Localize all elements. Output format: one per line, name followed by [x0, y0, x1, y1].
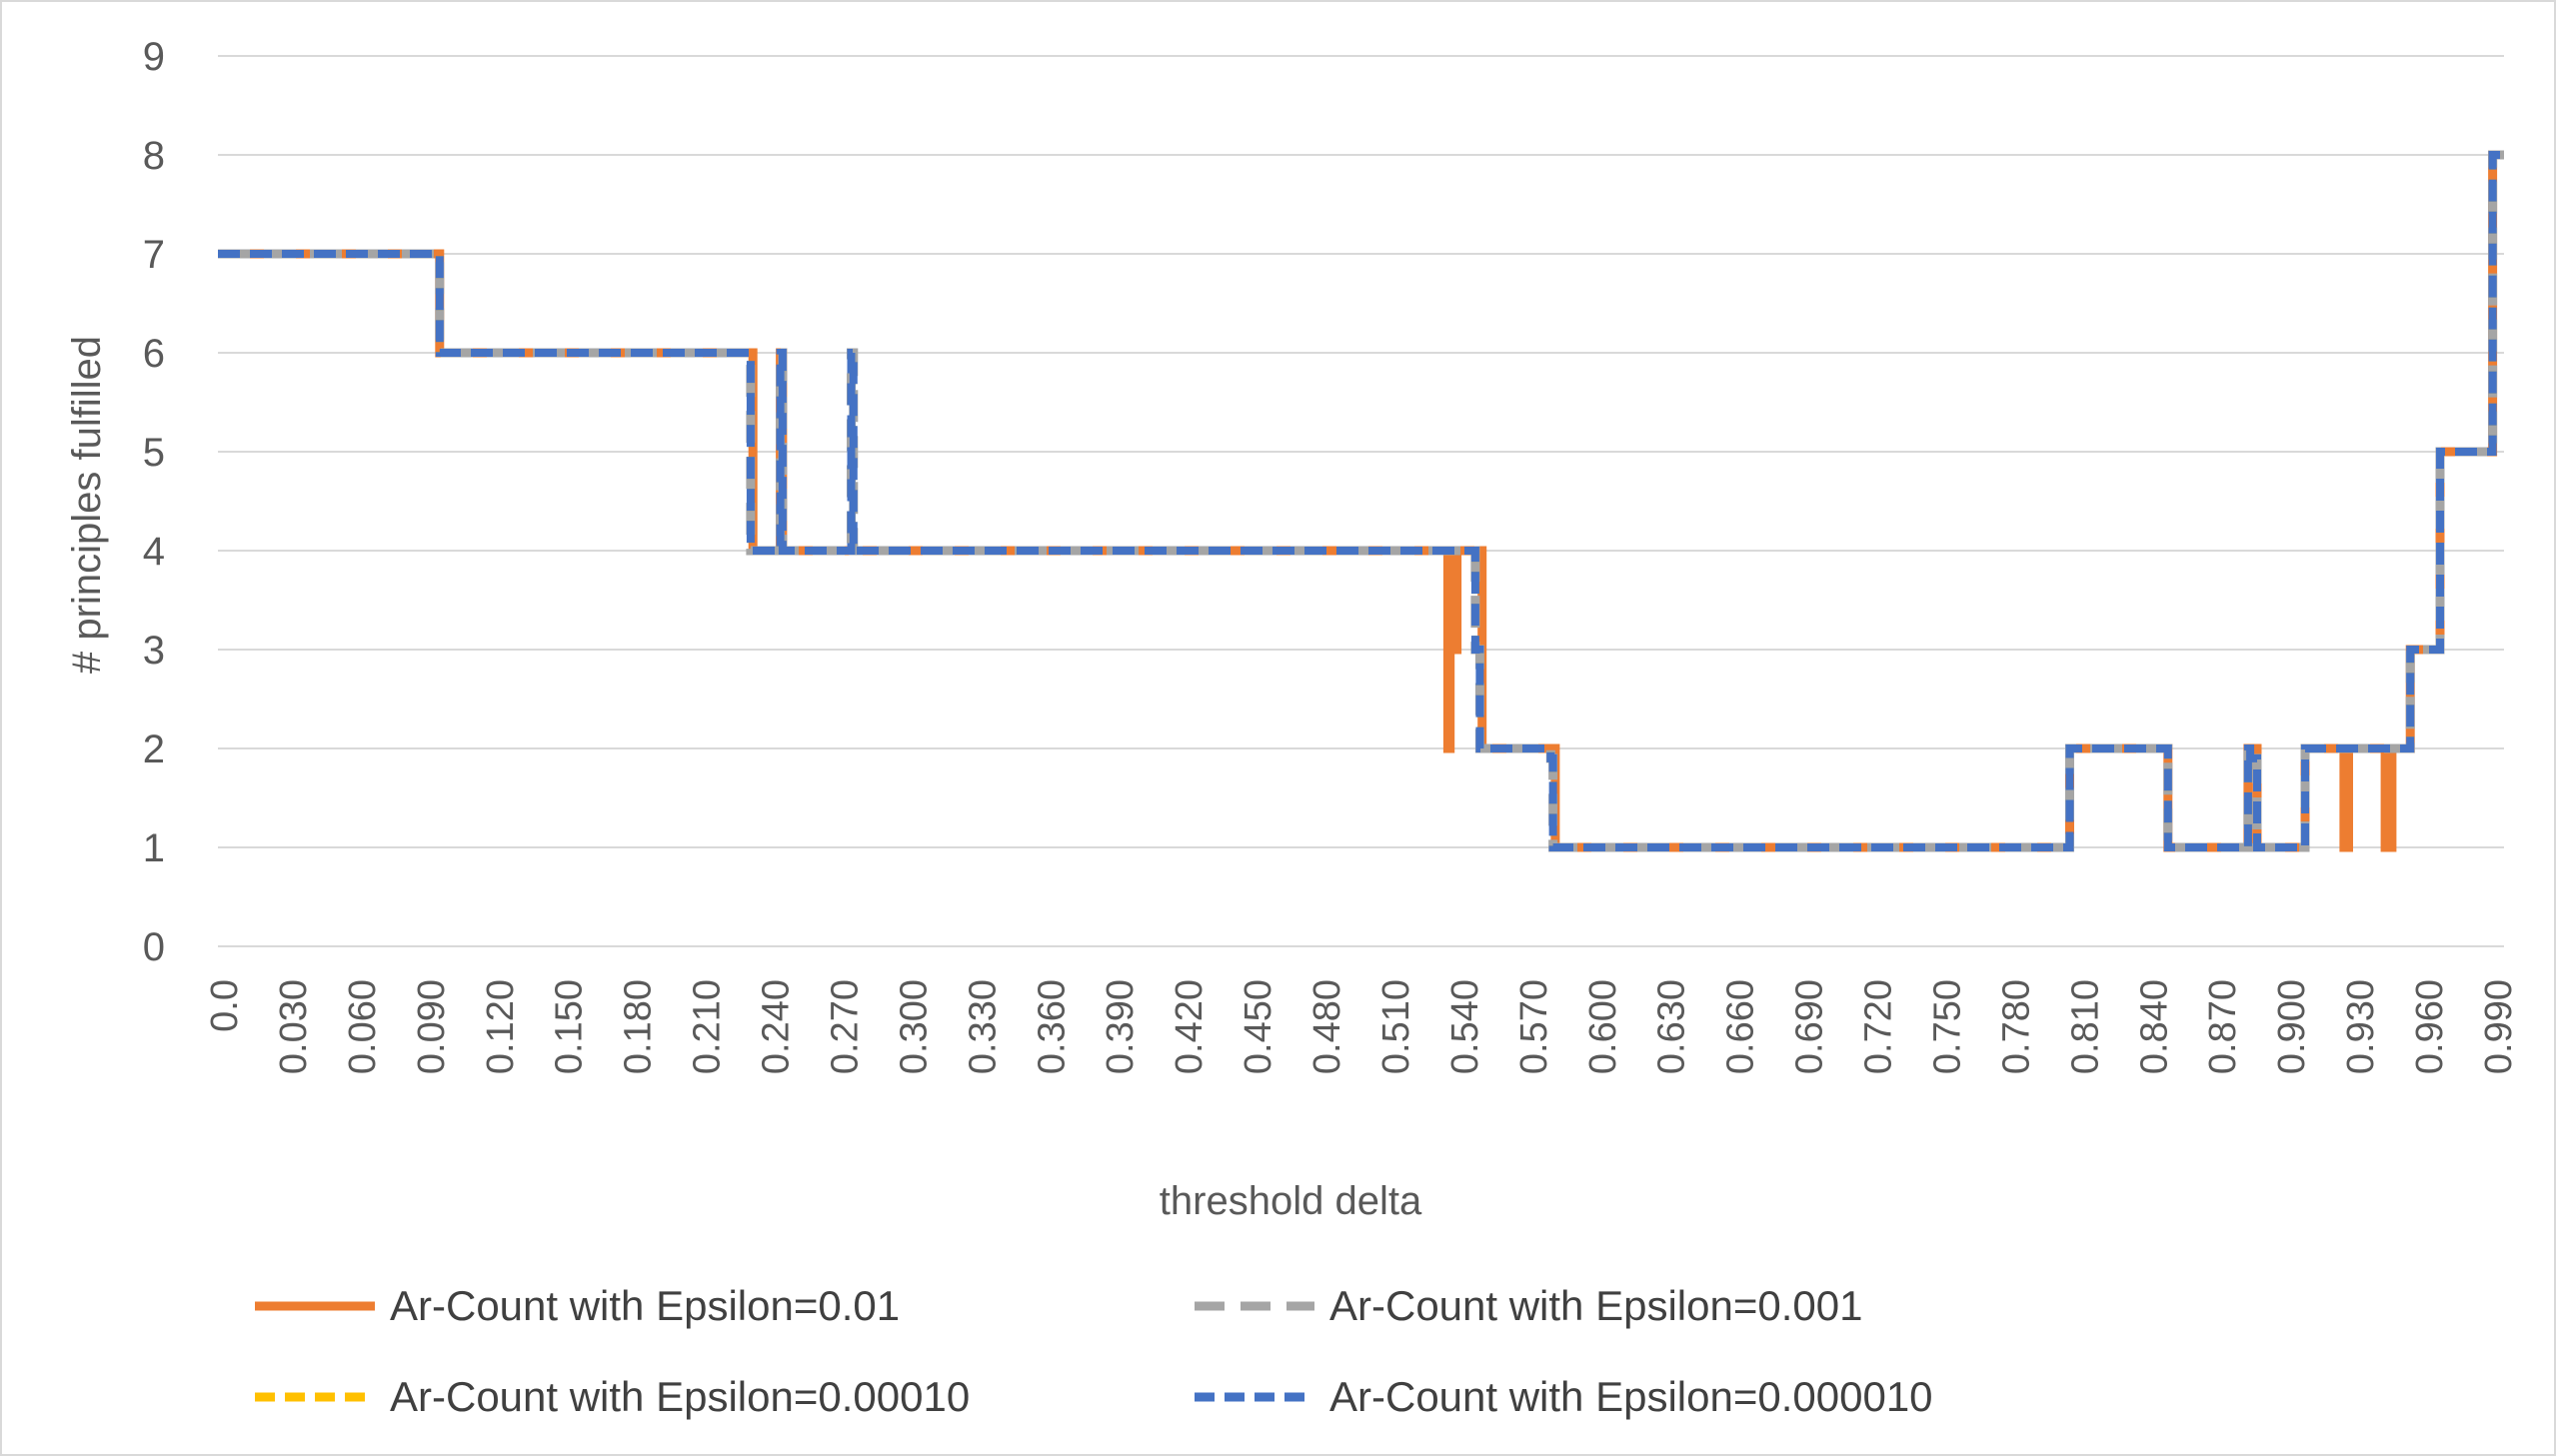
legend-label: Ar-Count with Epsilon=0.001	[1329, 1282, 1862, 1329]
y-tick-label: 1	[143, 826, 165, 870]
y-tick-label: 9	[143, 35, 165, 79]
y-tick-label: 8	[143, 134, 165, 178]
x-tick-label: 0.870	[2202, 979, 2244, 1074]
y-tick-label: 2	[143, 728, 165, 771]
x-tick-label: 0.960	[2409, 979, 2451, 1074]
y-axis-title: # principles fulfilled	[65, 336, 109, 674]
x-tick-label: 0.240	[756, 979, 798, 1074]
x-tick-label: 0.210	[687, 979, 729, 1074]
x-tick-label: 0.660	[1720, 979, 1762, 1074]
x-tick-label: 0.360	[1031, 979, 1073, 1074]
x-tick-label: 0.330	[962, 979, 1004, 1074]
x-tick-label: 0.690	[1789, 979, 1831, 1074]
x-tick-label: 0.570	[1513, 979, 1555, 1074]
x-tick-label: 0.120	[480, 979, 522, 1074]
x-tick-label: 0.600	[1582, 979, 1624, 1074]
x-tick-label: 0.720	[1858, 979, 1900, 1074]
x-tick-label: 0.780	[1995, 979, 2037, 1074]
x-tick-label: 0.180	[618, 979, 660, 1074]
x-tick-label: 0.540	[1444, 979, 1486, 1074]
y-tick-label: 6	[143, 332, 165, 376]
y-tick-label: 0	[143, 925, 165, 969]
x-tick-label: 0.480	[1306, 979, 1348, 1074]
series-line-4	[218, 151, 2504, 851]
x-tick-label: 0.030	[273, 979, 315, 1074]
x-tick-label: 0.300	[893, 979, 935, 1074]
x-tick-labels: 0.0 0.030 0.060 0.090 0.120 0.150 0.180 0.210 0.…	[204, 979, 2520, 1074]
y-tick-labels: 0 1 2 3 4 5 6 7 8 9	[143, 35, 165, 969]
x-tick-label: 0.150	[549, 979, 591, 1074]
x-tick-label: 0.450	[1238, 979, 1279, 1074]
x-tick-label: 0.090	[411, 979, 453, 1074]
x-tick-label: 0.840	[2133, 979, 2175, 1074]
y-tick-label: 7	[143, 233, 165, 277]
x-tick-label: 0.420	[1169, 979, 1211, 1074]
x-tick-label: 0.510	[1375, 979, 1417, 1074]
y-tick-label: 4	[143, 530, 165, 574]
x-tick-label: 0.750	[1926, 979, 1968, 1074]
x-axis-title: threshold delta	[1160, 1179, 1422, 1223]
x-tick-label: 0.900	[2271, 979, 2313, 1074]
x-tick-label: 0.630	[1651, 979, 1693, 1074]
x-tick-label: 0.390	[1100, 979, 1142, 1074]
x-tick-label: 0.060	[342, 979, 384, 1074]
x-tick-label: 0.810	[2064, 979, 2106, 1074]
x-tick-label: 0.930	[2340, 979, 2382, 1074]
series-lines	[218, 150, 2504, 852]
legend-label: Ar-Count with Epsilon=0.00010	[390, 1373, 970, 1420]
x-tick-label: 0.990	[2478, 979, 2520, 1074]
x-tick-label: 0.0	[204, 979, 246, 1032]
legend: Ar-Count with Epsilon=0.01 Ar-Count with …	[255, 1282, 1933, 1420]
y-tick-label: 5	[143, 431, 165, 475]
x-tick-label: 0.270	[824, 979, 866, 1074]
legend-label: Ar-Count with Epsilon=0.01	[390, 1282, 900, 1329]
legend-label: Ar-Count with Epsilon=0.000010	[1329, 1373, 1933, 1420]
y-tick-label: 3	[143, 629, 165, 673]
